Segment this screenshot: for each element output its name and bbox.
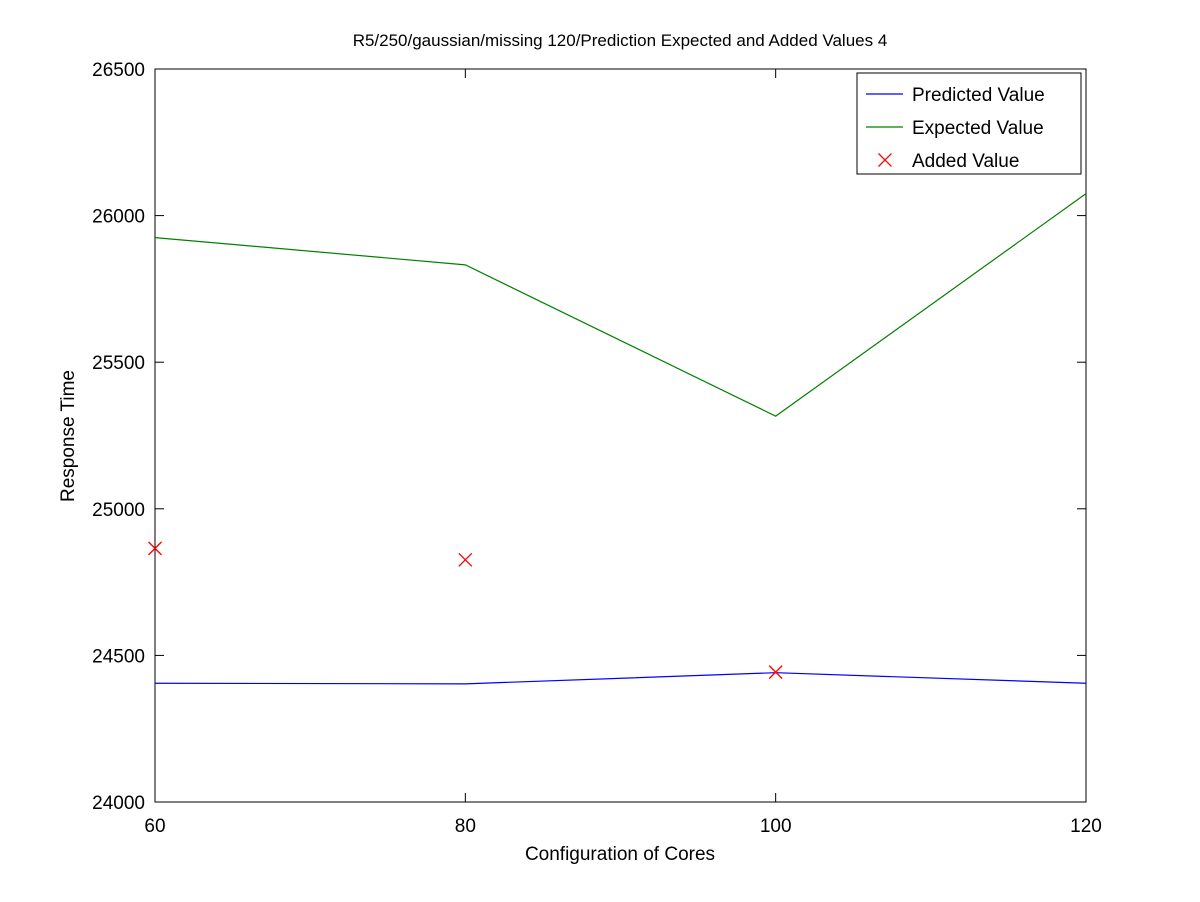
series-line-2 <box>154 193 1087 417</box>
plot-area <box>154 68 1087 803</box>
y-tick-label: 25500 <box>92 353 145 374</box>
legend-entry-label: Added Value <box>912 151 1019 172</box>
y-tick-label: 26500 <box>92 60 145 81</box>
x-tick-label: 120 <box>1070 816 1102 837</box>
ticks-layer: 60 80 100 120 24000 24500 25000 25500 26000 26500 <box>92 60 1102 837</box>
x-tick-label: 100 <box>760 816 792 837</box>
legend-entry-label: Predicted Value <box>912 85 1045 106</box>
added-value-point <box>458 552 473 567</box>
series-layer <box>148 193 1087 685</box>
legend-box <box>856 72 1082 175</box>
x-tick-label: 60 <box>144 816 165 837</box>
added-value-point <box>148 541 162 556</box>
marker-stroke <box>768 665 783 680</box>
legend-marker-swatch <box>878 153 892 167</box>
marker-stroke <box>458 552 473 567</box>
x-axis-label: Configuration of Cores <box>525 844 715 865</box>
marker-stroke <box>148 541 162 556</box>
chart-title: R5/250/gaussian/missing 120/Prediction E… <box>353 31 888 50</box>
series-line-1 <box>154 672 1087 685</box>
y-axis-label: Response Time <box>58 370 79 502</box>
y-tick-label: 24000 <box>92 793 145 814</box>
added-value-point <box>768 665 783 680</box>
legend-entry-label: Expected Value <box>912 118 1044 139</box>
legend: Predicted Value Expected Value Added Value <box>856 72 1082 175</box>
marker-stroke <box>878 153 892 167</box>
y-tick-label: 24500 <box>92 646 145 667</box>
y-tick-label: 25000 <box>92 500 145 521</box>
y-tick-label: 26000 <box>92 207 145 228</box>
x-tick-label: 80 <box>455 816 476 837</box>
